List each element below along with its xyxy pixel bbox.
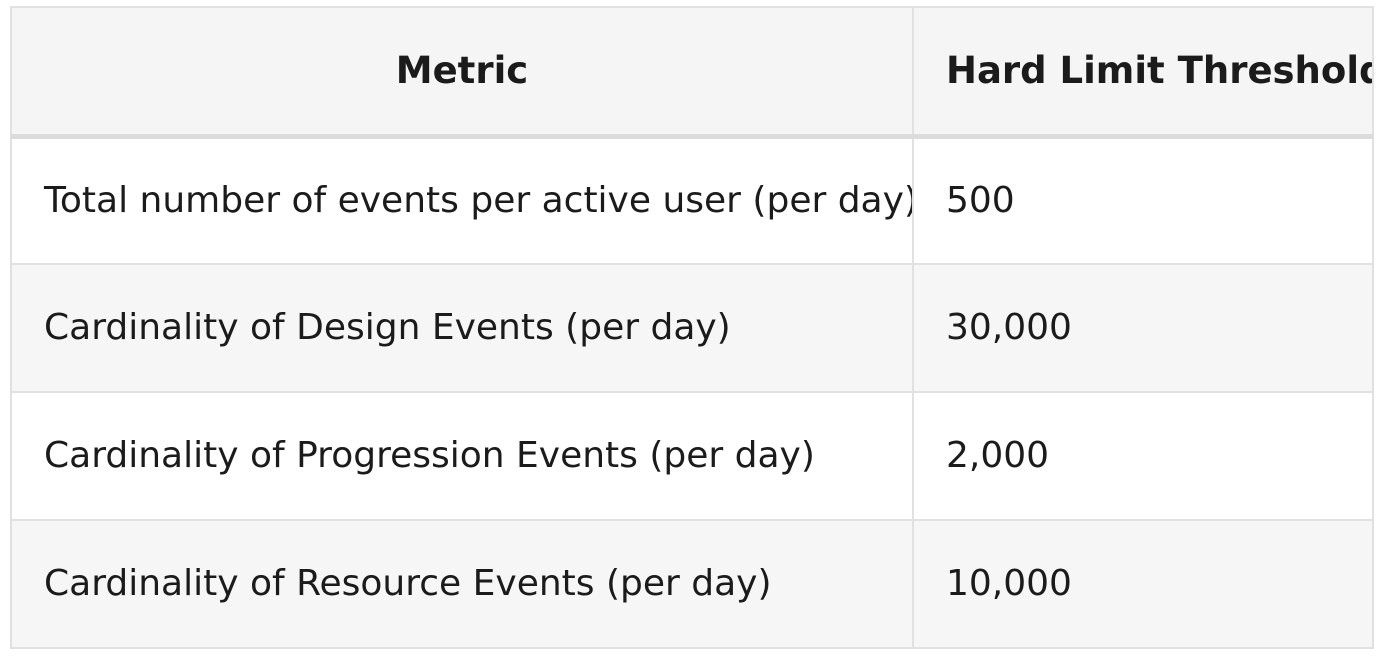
metric-cell: Cardinality of Resource Events (per day)	[10, 519, 914, 649]
limits-table: Metric Hard Limit Threshold Total number…	[10, 6, 1374, 649]
table-body: Total number of events per active user (…	[10, 135, 1374, 649]
limits-table-container: Metric Hard Limit Threshold Total number…	[10, 6, 1374, 649]
table-row: Cardinality of Progression Events (per d…	[10, 391, 1374, 521]
threshold-cell: 30,000	[912, 263, 1374, 393]
metric-cell: Cardinality of Progression Events (per d…	[10, 391, 914, 521]
threshold-cell: 500	[912, 135, 1374, 265]
table-row: Cardinality of Design Events (per day) 3…	[10, 263, 1374, 393]
column-header-hard-limit-threshold: Hard Limit Threshold	[912, 6, 1374, 139]
metric-cell: Total number of events per active user (…	[10, 135, 914, 265]
table-row: Total number of events per active user (…	[10, 135, 1374, 265]
table-row: Cardinality of Resource Events (per day)…	[10, 519, 1374, 649]
threshold-cell: 10,000	[912, 519, 1374, 649]
header-row: Metric Hard Limit Threshold	[10, 6, 1374, 139]
metric-cell: Cardinality of Design Events (per day)	[10, 263, 914, 393]
column-header-metric: Metric	[10, 6, 914, 139]
table-header: Metric Hard Limit Threshold	[10, 6, 1374, 139]
threshold-cell: 2,000	[912, 391, 1374, 521]
